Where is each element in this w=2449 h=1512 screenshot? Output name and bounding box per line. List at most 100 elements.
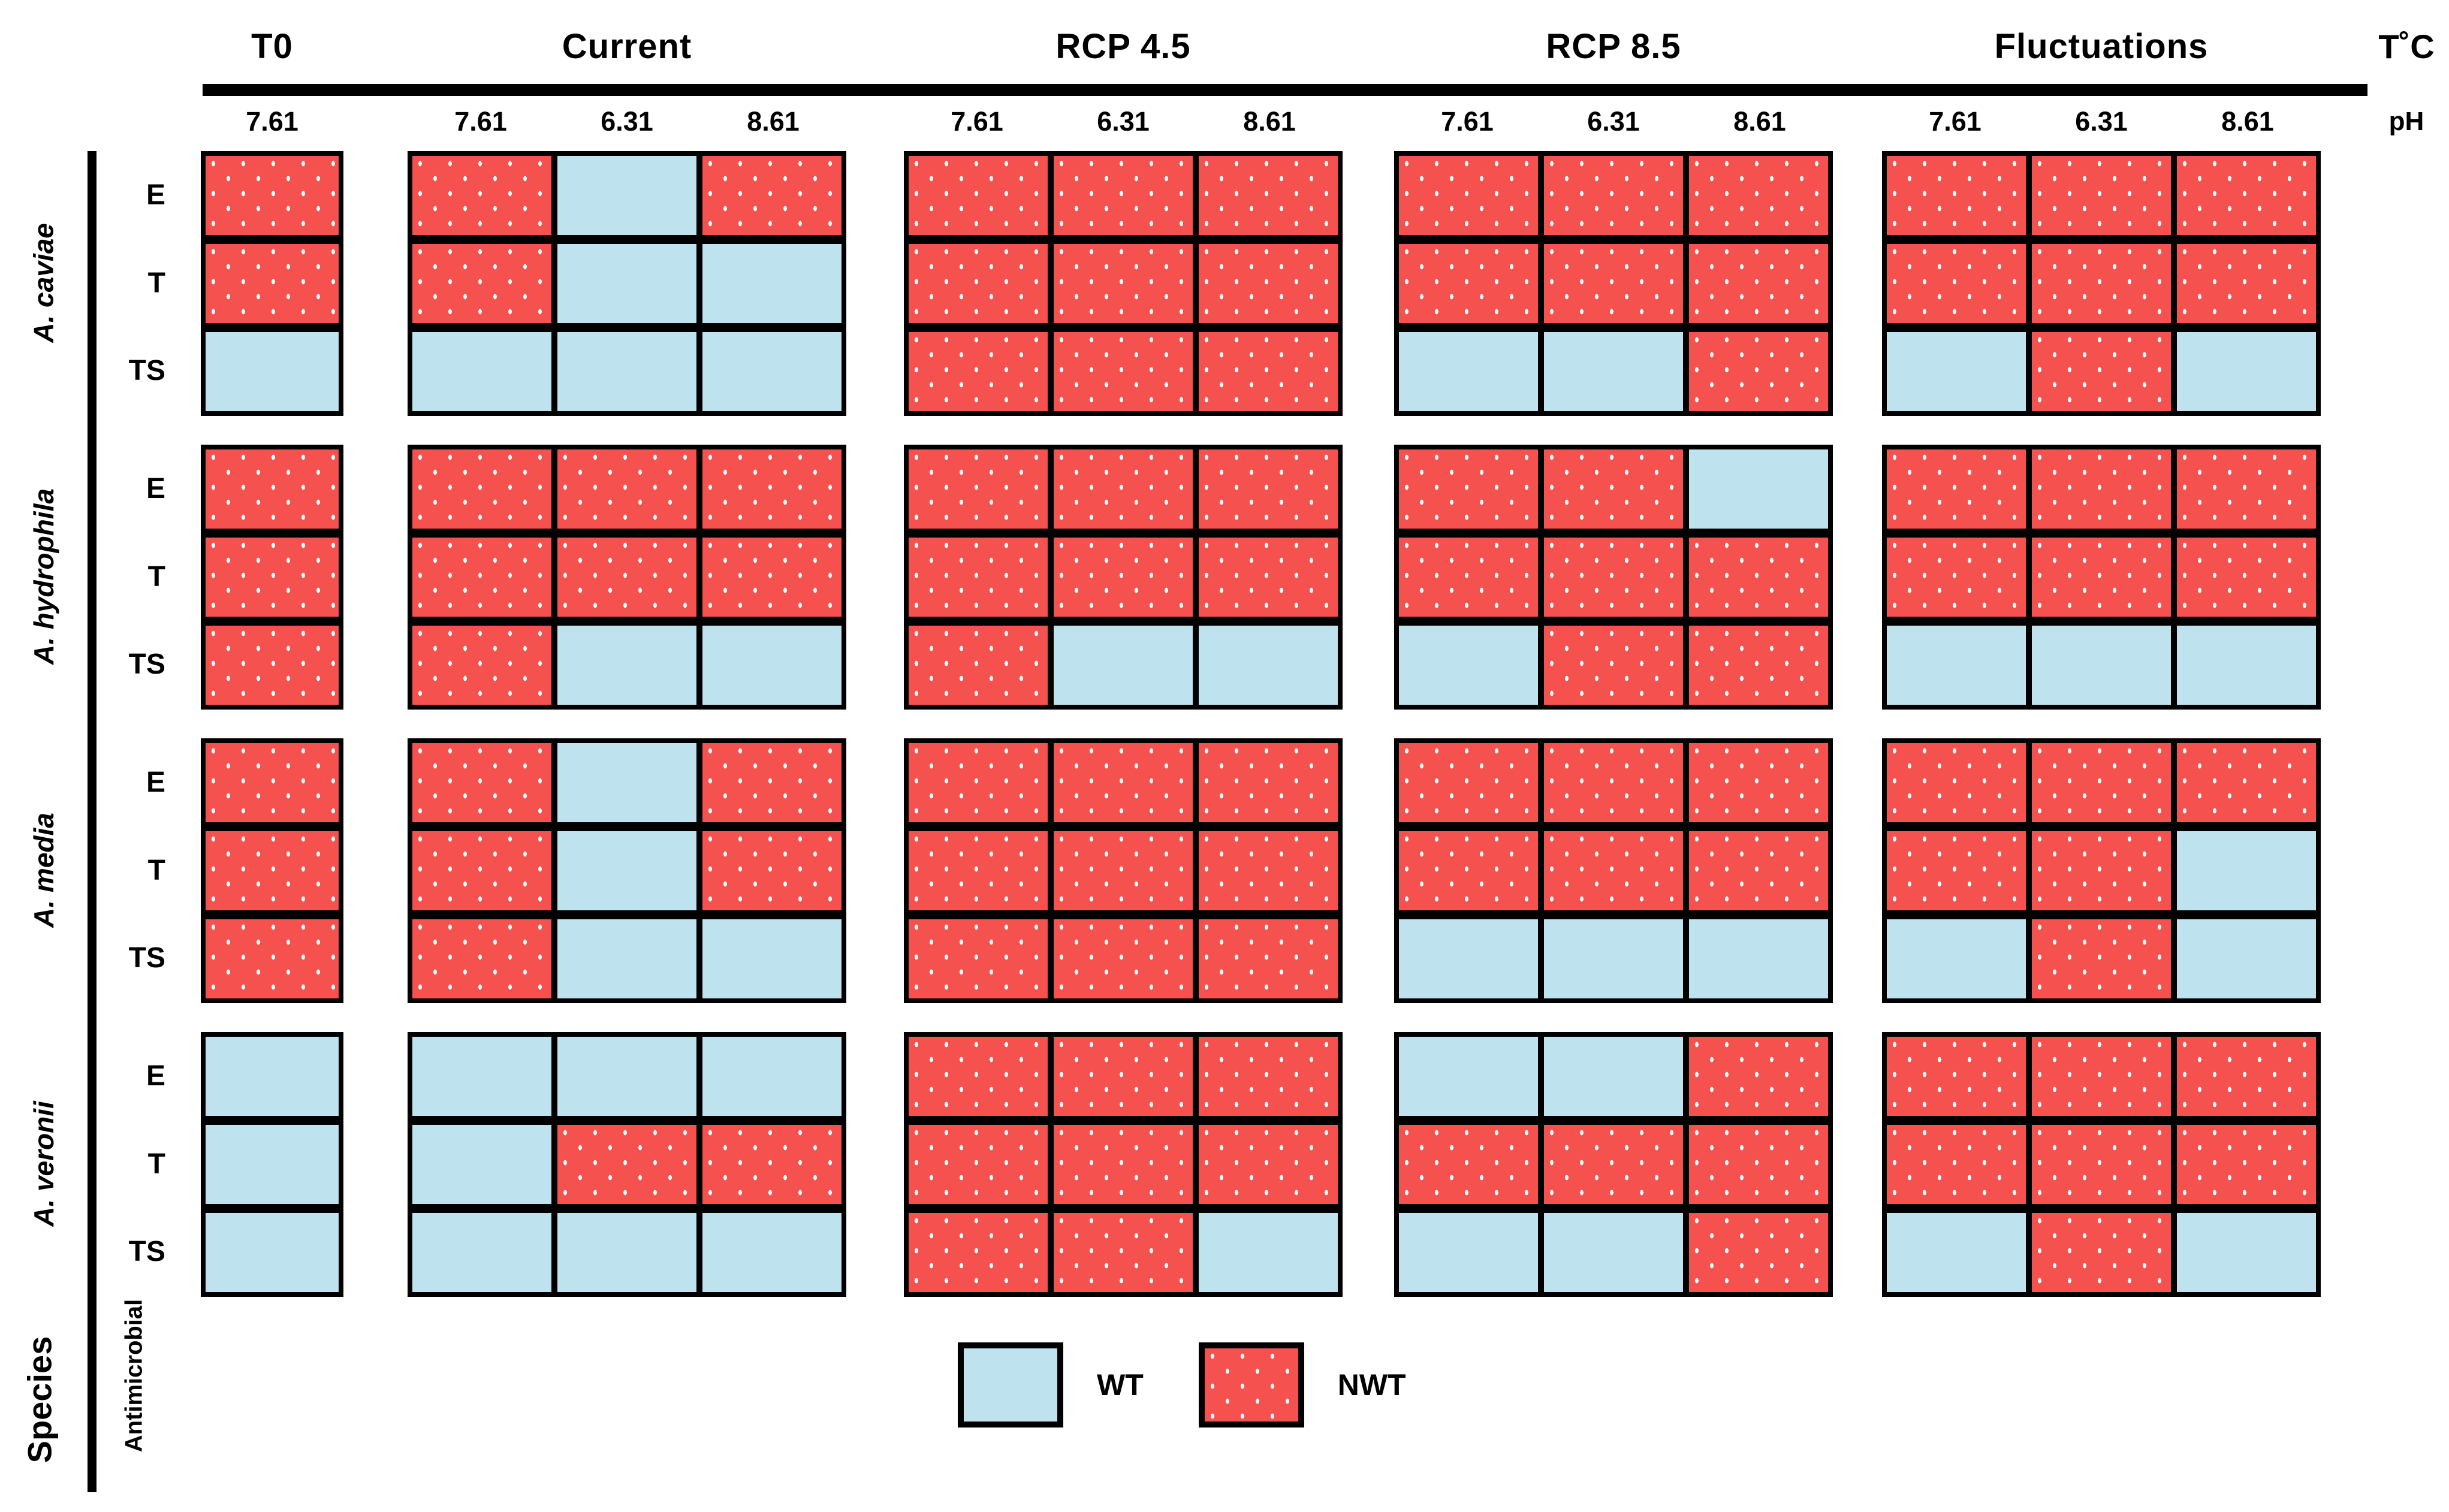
grid-cell-ts-wt xyxy=(1199,1213,1338,1292)
grid-cell-e-wt xyxy=(1544,1037,1683,1116)
grid-cell-ts-nwt xyxy=(1544,626,1683,705)
grid-cell-ts-wt xyxy=(2177,919,2316,998)
grid-block-a-caviae-current xyxy=(408,151,846,416)
grid-cell-t-nwt xyxy=(1399,1125,1538,1204)
grid-cell-ts-wt xyxy=(1399,626,1538,705)
grid-cell-ts-wt xyxy=(1887,919,2026,998)
row-label-e: E xyxy=(146,179,165,211)
grid-cell-e-nwt xyxy=(909,449,1048,529)
grid-cell-e-nwt xyxy=(2032,156,2171,235)
grid-cell-t-nwt xyxy=(1199,831,1338,910)
ph-values-current: 7.61 6.31 8.61 xyxy=(408,104,846,139)
grid-cell-ts-nwt xyxy=(1689,1213,1828,1292)
grid-block-a-caviae-rcp45 xyxy=(904,151,1343,416)
grid-cell-e-nwt xyxy=(1544,743,1683,822)
grid-cell-ts-nwt xyxy=(1054,1213,1193,1292)
grid-cell-e-nwt xyxy=(412,743,551,822)
ph-value: 7.61 xyxy=(1441,106,1494,137)
grid-cell-ts-wt xyxy=(2032,626,2171,705)
ph-value: 6.31 xyxy=(2075,106,2128,137)
row-label-ts: TS xyxy=(128,355,165,387)
grid-cell-t-wt xyxy=(557,831,696,910)
grid-cell-ts-nwt xyxy=(1689,626,1828,705)
grid-cell-ts-nwt xyxy=(1199,332,1338,411)
grid-cell-t-nwt xyxy=(1887,831,2026,910)
grid-cell-ts-wt xyxy=(1544,919,1683,998)
grid-block-a-hydrophila-t0 xyxy=(201,445,343,710)
grid-cell-t-wt xyxy=(702,244,842,323)
grid-cell-e-wt xyxy=(702,1037,842,1116)
condition-title-rcp85: RCP 8.5 xyxy=(1546,27,1681,66)
grid-cell-e-nwt xyxy=(909,1037,1048,1116)
grid-cell-e-nwt xyxy=(412,156,551,235)
grid-cell-t-nwt xyxy=(1544,538,1683,617)
grid-cell-t-nwt xyxy=(1887,244,2026,323)
grid-cell-e-nwt xyxy=(1054,1037,1193,1116)
grid-cell-t-nwt xyxy=(1199,1125,1338,1204)
legend-label-nwt: NWT xyxy=(1337,1368,1406,1402)
grid-cell-ts-nwt xyxy=(412,626,551,705)
grid-block-a-caviae-t0 xyxy=(201,151,343,416)
grid-cell-e-nwt xyxy=(1054,156,1193,235)
grid-block-a-hydrophila-rcp85 xyxy=(1394,445,1833,710)
grid-cell-ts-wt xyxy=(1199,626,1338,705)
ph-value: 8.61 xyxy=(2221,106,2274,137)
ph-values-rcp45: 7.61 6.31 8.61 xyxy=(904,104,1343,139)
grid-cell-ts-wt xyxy=(1887,1213,2026,1292)
grid-cell-t-nwt xyxy=(206,831,339,910)
grid-cell-ts-wt xyxy=(412,1213,551,1292)
grid-cell-e-nwt xyxy=(1199,449,1338,529)
grid-cell-t-nwt xyxy=(1054,1125,1193,1204)
grid-cell-t-nwt xyxy=(2032,244,2171,323)
grid-cell-e-nwt xyxy=(206,449,339,529)
ph-values-t0: 7.61 xyxy=(201,104,343,139)
species-axis-caption: Species xyxy=(0,1306,79,1492)
grid-cell-e-wt xyxy=(557,1037,696,1116)
grid-block-a-veronii-rcp45 xyxy=(904,1032,1343,1297)
grid-cell-e-nwt xyxy=(2177,156,2316,235)
grid-cell-t-nwt xyxy=(206,244,339,323)
grid-cell-t-wt xyxy=(2177,831,2316,910)
grid-block-a-media-rcp45 xyxy=(904,738,1343,1003)
grid-cell-ts-wt xyxy=(206,1213,339,1292)
grid-cell-t-nwt xyxy=(909,244,1048,323)
grid-cell-ts-wt xyxy=(2177,332,2316,411)
grid-cell-ts-wt xyxy=(1399,332,1538,411)
grid-cell-e-wt xyxy=(1689,449,1828,529)
grid-cell-ts-nwt xyxy=(909,1213,1048,1292)
grid-cell-e-nwt xyxy=(2177,743,2316,822)
grid-cell-e-nwt xyxy=(909,156,1048,235)
grid-cell-ts-nwt xyxy=(2032,1213,2171,1292)
grid-cell-t-nwt xyxy=(909,1125,1048,1204)
grid-cell-ts-nwt xyxy=(206,626,339,705)
grid-cell-e-nwt xyxy=(1887,1037,2026,1116)
grid-cell-ts-wt xyxy=(702,332,842,411)
ph-value: 6.31 xyxy=(1097,106,1150,137)
grid-cell-e-nwt xyxy=(206,156,339,235)
grid-cell-ts-wt xyxy=(1544,332,1683,411)
grid-cell-t-nwt xyxy=(412,831,551,910)
grid-cell-e-nwt xyxy=(1054,449,1193,529)
grid-block-a-media-fluctuations xyxy=(1882,738,2321,1003)
grid-cell-t-nwt xyxy=(1689,1125,1828,1204)
grid-cell-ts-nwt xyxy=(909,332,1048,411)
condition-title-current: Current xyxy=(562,27,692,66)
grid-cell-ts-wt xyxy=(702,626,842,705)
grid-block-a-veronii-fluctuations xyxy=(1882,1032,2321,1297)
grid-cell-ts-wt xyxy=(702,1213,842,1292)
grid-cell-ts-wt xyxy=(1399,1213,1538,1292)
grid-cell-e-nwt xyxy=(702,743,842,822)
grid-cell-ts-wt xyxy=(1054,626,1193,705)
grid-block-a-hydrophila-current xyxy=(408,445,846,710)
ph-values-fluctuations: 7.61 6.31 8.61 xyxy=(1882,104,2321,139)
grid-cell-t-nwt xyxy=(1887,1125,2026,1204)
ph-value: 6.31 xyxy=(1587,106,1640,137)
grid-cell-t-nwt xyxy=(1689,538,1828,617)
grid-cell-ts-wt xyxy=(557,332,696,411)
grid-cell-t-nwt xyxy=(2177,1125,2316,1204)
grid-cell-e-nwt xyxy=(1054,743,1193,822)
grid-cell-e-nwt xyxy=(2177,449,2316,529)
legend-label-wt: WT xyxy=(1097,1368,1144,1402)
grid-cell-e-nwt xyxy=(1887,156,2026,235)
